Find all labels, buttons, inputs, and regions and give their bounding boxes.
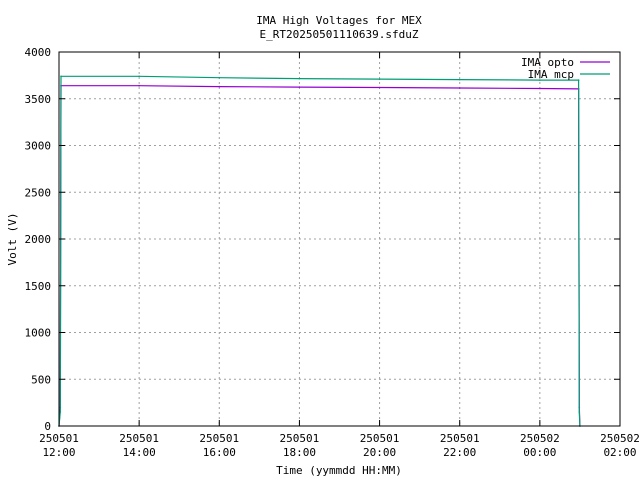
- y-tick-label: 3000: [25, 140, 52, 153]
- x-tick-time-label: 22:00: [443, 446, 476, 459]
- x-tick-date-label: 250502: [520, 432, 560, 445]
- data-point: [138, 84, 140, 87]
- x-tick-time-label: 12:00: [42, 446, 75, 459]
- x-tick-time-label: 02:00: [603, 446, 636, 459]
- y-tick-label: 0: [44, 420, 51, 433]
- x-tick-date-label: 250501: [119, 432, 159, 445]
- y-tick-label: 2000: [25, 233, 52, 246]
- x-tick-date-label: 250501: [440, 432, 480, 445]
- data-point: [578, 411, 581, 413]
- x-tick-time-label: 18:00: [283, 446, 316, 459]
- data-point: [298, 86, 301, 88]
- data-point: [539, 79, 541, 81]
- y-axis-label: Volt (V): [6, 213, 19, 266]
- data-point: [218, 76, 221, 79]
- x-tick-time-label: 14:00: [123, 446, 156, 459]
- chart-title: IMA High Voltages for MEX: [256, 14, 422, 27]
- data-point: [539, 87, 541, 90]
- y-tick-label: 3500: [25, 93, 52, 106]
- data-point: [378, 78, 381, 80]
- y-tick-label: 1500: [25, 280, 52, 293]
- y-tick-label: 2500: [25, 186, 52, 199]
- x-tick-date-label: 250502: [600, 432, 640, 445]
- data-point: [218, 85, 221, 88]
- x-tick-date-label: 250501: [360, 432, 400, 445]
- data-point: [378, 86, 381, 89]
- grid: [59, 52, 620, 426]
- data-point: [138, 75, 140, 78]
- data-point: [458, 87, 461, 89]
- x-tick-time-label: 16:00: [203, 446, 236, 459]
- x-tick-time-label: 00:00: [523, 446, 556, 459]
- data-point: [458, 78, 461, 81]
- legend-label: IMA opto: [521, 56, 574, 69]
- chart-subtitle: E_RT20250501110639.sfduZ: [260, 28, 419, 41]
- x-tick-date-label: 250501: [280, 432, 320, 445]
- x-tick-date-label: 250501: [199, 432, 239, 445]
- data-point: [59, 411, 62, 413]
- data-point: [577, 79, 580, 81]
- series-line-1: [58, 75, 581, 427]
- x-axis-label: Time (yymmdd HH:MM): [276, 464, 402, 477]
- x-tick-time-label: 20:00: [363, 446, 396, 459]
- axes: 0500100015002000250030003500400025050112…: [25, 46, 640, 459]
- y-tick-label: 500: [31, 373, 51, 386]
- y-tick-label: 1000: [25, 327, 52, 340]
- data-point: [298, 77, 301, 80]
- legend-label: IMA mcp: [528, 68, 574, 81]
- y-tick-label: 4000: [25, 46, 52, 59]
- series-layer: [58, 75, 581, 427]
- series-line-0: [58, 85, 581, 427]
- x-tick-date-label: 250501: [39, 432, 79, 445]
- data-point: [60, 75, 62, 78]
